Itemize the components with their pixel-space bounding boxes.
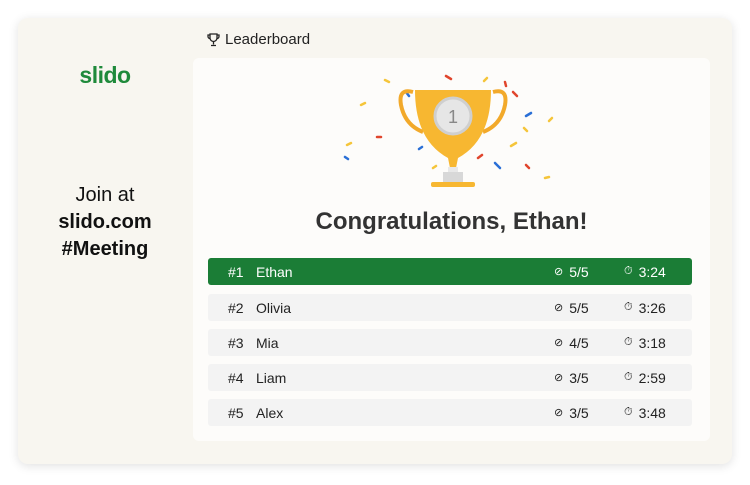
check-circle-icon: ⊘ bbox=[554, 302, 564, 314]
trophy-illustration: 1 bbox=[343, 74, 554, 187]
leaderboard-row: #5 Alex ⊘ 3/5 ⏱ 3:48 bbox=[208, 399, 692, 426]
rank: #2 bbox=[228, 299, 244, 316]
rank: #4 bbox=[228, 369, 244, 386]
confetti bbox=[343, 74, 554, 180]
rank: #3 bbox=[228, 334, 244, 351]
stopwatch-icon: ⏱ bbox=[624, 406, 633, 418]
time: 3:24 bbox=[638, 263, 666, 280]
leaderboard-header: Leaderboard bbox=[207, 31, 310, 48]
stopwatch-icon: ⏱ bbox=[624, 371, 633, 383]
player-name: Alex bbox=[256, 404, 284, 421]
join-label: Join at bbox=[75, 184, 135, 206]
player-name: Olivia bbox=[256, 299, 292, 316]
time: 3:18 bbox=[638, 334, 666, 351]
score: 3/5 bbox=[569, 404, 589, 421]
leaderboard-row: #3 Mia ⊘ 4/5 ⏱ 3:18 bbox=[208, 329, 692, 356]
leaderboard-row: #4 Liam ⊘ 3/5 ⏱ 2:59 bbox=[208, 364, 692, 391]
congrats-heading: Congratulations, Ethan! bbox=[315, 208, 588, 235]
score: 5/5 bbox=[569, 299, 589, 316]
player-name: Liam bbox=[256, 369, 287, 386]
check-circle-icon: ⊘ bbox=[554, 337, 564, 349]
score: 4/5 bbox=[569, 334, 589, 351]
rank: #5 bbox=[228, 404, 244, 421]
time: 3:26 bbox=[638, 299, 666, 316]
trophy-icon bbox=[207, 32, 220, 46]
event-code: #Meeting bbox=[61, 238, 149, 260]
join-url: slido.com bbox=[58, 211, 152, 233]
score: 3/5 bbox=[569, 369, 589, 386]
stopwatch-icon: ⏱ bbox=[624, 301, 633, 313]
check-circle-icon: ⊘ bbox=[554, 372, 564, 384]
time: 3:48 bbox=[638, 404, 666, 421]
leaderboard-row: #1 Ethan ⊘ 5/5 ⏱ 3:24 bbox=[208, 258, 692, 285]
leaderboard-title: Leaderboard bbox=[225, 31, 311, 48]
leaderboard-panel: 1 Congratulations, Ethan! #1 Ethan ⊘ 5/5 … bbox=[193, 58, 710, 441]
join-info: Join at slido.com #Meeting bbox=[30, 182, 180, 263]
score: 5/5 bbox=[569, 263, 589, 280]
leaderboard-row: #2 Olivia ⊘ 5/5 ⏱ 3:26 bbox=[208, 294, 692, 321]
check-circle-icon: ⊘ bbox=[554, 266, 564, 278]
stopwatch-icon: ⏱ bbox=[624, 336, 633, 348]
rank: #1 bbox=[228, 263, 244, 280]
player-name: Ethan bbox=[256, 263, 293, 280]
stopwatch-icon: ⏱ bbox=[624, 265, 633, 277]
time: 2:59 bbox=[638, 369, 666, 386]
trophy-badge: 1 bbox=[448, 107, 458, 127]
player-name: Mia bbox=[256, 334, 279, 351]
slido-logo: slido bbox=[79, 62, 131, 88]
check-circle-icon: ⊘ bbox=[554, 407, 564, 419]
